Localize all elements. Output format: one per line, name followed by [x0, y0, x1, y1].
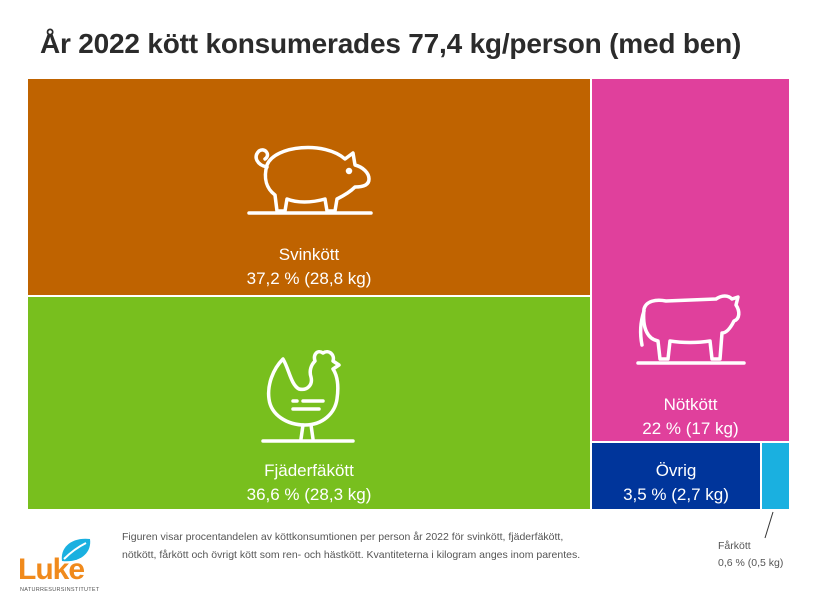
ovrig-value: 3,5 % (2,7 kg): [623, 485, 729, 504]
fjaderfakott-name: Fjäderfäkött: [264, 461, 354, 480]
pig-icon: [247, 145, 373, 215]
notkott-name: Nötkött: [663, 395, 718, 414]
cow-icon: [636, 294, 746, 365]
farkott-value: 0,6 % (0,5 kg): [718, 557, 784, 569]
farkott-label: Fårkött 0,6 % (0,5 kg): [718, 538, 783, 572]
tile-svinkott: Svinkött 37,2 % (28,8 kg): [27, 78, 591, 296]
chart-title: År 2022 kött konsumerades 77,4 kg/person…: [40, 28, 742, 59]
footnote: Figuren visar procentandelen av köttkons…: [122, 531, 581, 561]
chicken-icon: [261, 349, 355, 443]
logo-word: Luke: [18, 553, 85, 586]
logo-subtitle: NATURRESURSINSTITUTET: [20, 587, 100, 593]
farkott-name: Fårkött: [718, 540, 751, 552]
ovrig-name: Övrig: [655, 461, 697, 480]
svinkott-name: Svinkött: [278, 245, 340, 264]
svinkott-value: 37,2 % (28,8 kg): [246, 269, 372, 288]
luke-logo: Luke NATURRESURSINSTITUTET: [16, 535, 106, 597]
tile-farkott: [761, 442, 790, 510]
tile-fjaderfakott: Fjäderfäkött 36,6 % (28,3 kg): [27, 296, 591, 510]
leaf-icon: [61, 538, 91, 562]
tile-notkott: Nötkött 22 % (17 kg): [591, 78, 790, 442]
fjaderfakott-value: 36,6 % (28,3 kg): [246, 485, 372, 504]
notkott-value: 22 % (17 kg): [642, 419, 739, 438]
tile-ovrig: Övrig 3,5 % (2,7 kg): [591, 442, 761, 510]
